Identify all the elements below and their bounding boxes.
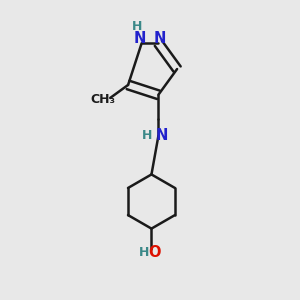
Text: H: H [142,129,152,142]
Text: N: N [156,128,168,142]
Text: O: O [148,245,161,260]
Text: N: N [134,31,146,46]
Text: H: H [139,246,149,259]
Text: N: N [154,31,167,46]
Text: CH₃: CH₃ [90,93,115,106]
Text: H: H [132,20,142,33]
